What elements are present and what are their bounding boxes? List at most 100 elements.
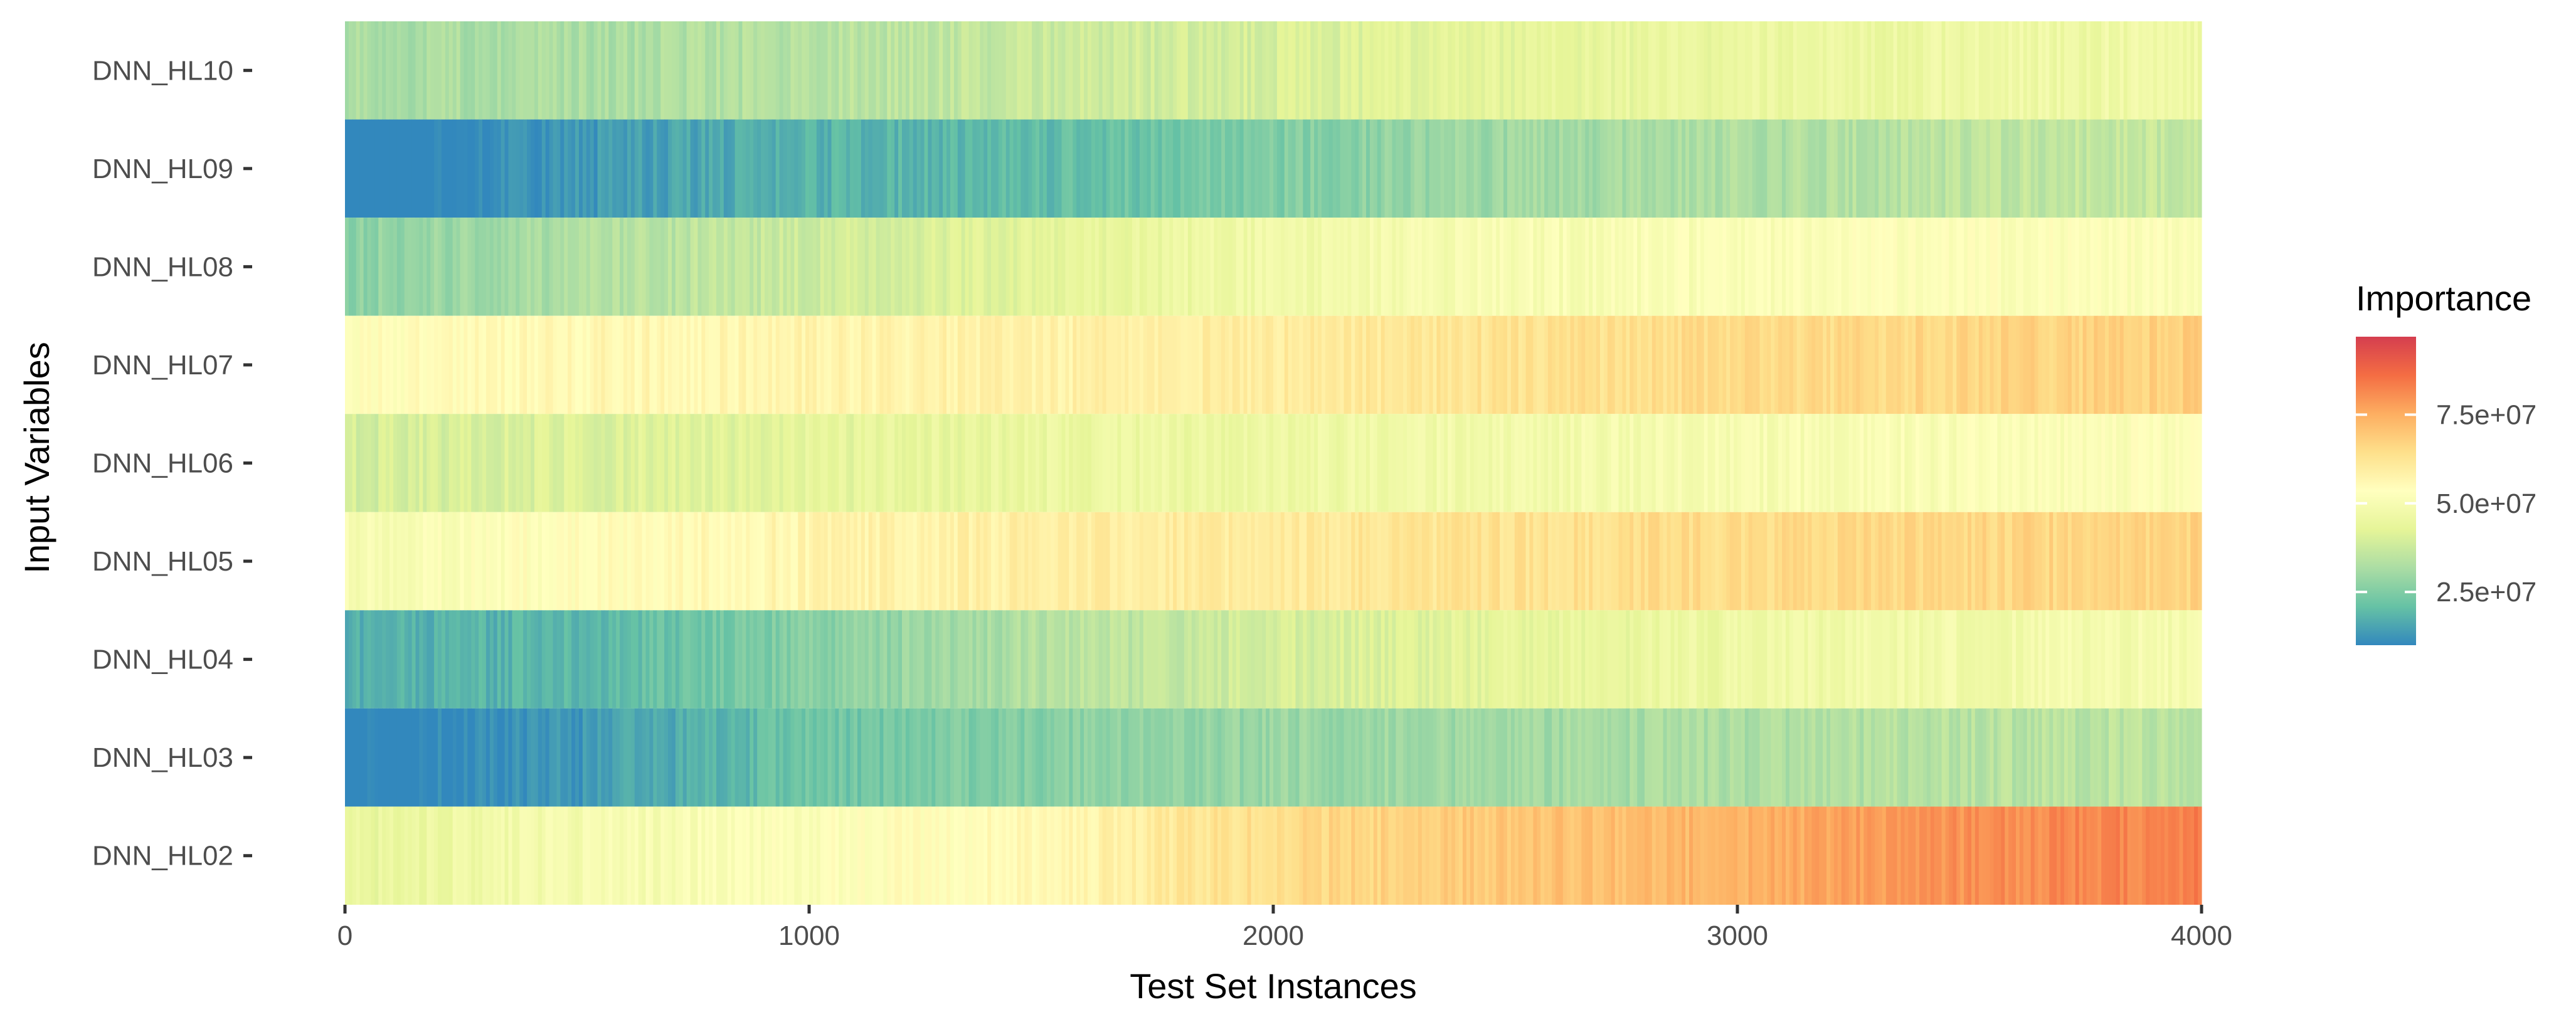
heatmap-tile (434, 315, 438, 414)
heatmap-tile (464, 21, 468, 120)
heatmap-tile (1351, 806, 1355, 905)
heatmap-tile (2030, 119, 2035, 218)
heatmap-tile (1310, 218, 1315, 316)
heatmap-tile (568, 512, 572, 611)
heatmap-tile (2134, 610, 2139, 709)
heatmap-tile (616, 218, 620, 316)
heatmap-tile (627, 315, 632, 414)
heatmap-tile (1953, 708, 1957, 807)
heatmap-tile (1169, 315, 1174, 414)
heatmap-tile (946, 21, 951, 120)
heatmap-tile (1095, 21, 1100, 120)
heatmap-tile (501, 610, 506, 709)
heatmap-tile (1655, 512, 1660, 611)
heatmap-tile (1258, 414, 1263, 512)
heatmap-tile (1682, 119, 1686, 218)
heatmap-tile (961, 315, 966, 414)
heatmap-tile (2060, 315, 2065, 414)
heatmap-tile (1993, 708, 1998, 807)
heatmap-tile (787, 414, 791, 512)
heatmap-tile (827, 218, 832, 316)
heatmap-tile (564, 610, 568, 709)
heatmap-tile (1332, 414, 1337, 512)
heatmap-tile (1243, 218, 1248, 316)
heatmap-tile (390, 119, 394, 218)
heatmap-tile (1510, 119, 1515, 218)
heatmap-tile (1685, 512, 1690, 611)
heatmap-tile (527, 806, 531, 905)
heatmap-tile (1607, 610, 1612, 709)
heatmap-tile (1121, 315, 1125, 414)
heatmap-tile (1796, 119, 1801, 218)
heatmap-tile (378, 708, 383, 807)
heatmap-tile (1711, 119, 1716, 218)
heatmap-tile (363, 610, 368, 709)
heatmap-tile (1722, 21, 1727, 120)
heatmap-tile (620, 414, 624, 512)
heatmap-tile (931, 119, 936, 218)
heatmap-tile (1566, 414, 1571, 512)
heatmap-tile (434, 119, 438, 218)
heatmap-tile (723, 610, 728, 709)
heatmap-tile (1648, 414, 1653, 512)
heatmap-tile (812, 512, 817, 611)
heatmap-tile (1251, 610, 1255, 709)
heatmap-tile (1771, 806, 1775, 905)
heatmap-tile (1009, 708, 1014, 807)
heatmap-tile (1599, 708, 1604, 807)
heatmap-tile (1448, 21, 1452, 120)
heatmap-tile (1804, 512, 1809, 611)
heatmap-tile (1885, 610, 1890, 709)
heatmap-tile (1815, 315, 1820, 414)
heatmap-tile (489, 512, 494, 611)
heatmap-tile (854, 806, 858, 905)
heatmap-tile (1307, 119, 1311, 218)
heatmap-tile (2134, 806, 2139, 905)
heatmap-tile (827, 414, 832, 512)
heatmap-tile (553, 414, 558, 512)
heatmap-tile (1893, 218, 1898, 316)
heatmap-tile (764, 21, 769, 120)
heatmap-tile (1856, 806, 1860, 905)
heatmap-tile (612, 119, 617, 218)
heatmap-tile (649, 315, 654, 414)
heatmap-tile (1344, 708, 1348, 807)
heatmap-tile (653, 414, 657, 512)
heatmap-tile (1017, 610, 1022, 709)
heatmap-tile (2038, 708, 2043, 807)
heatmap-tile (1811, 414, 1816, 512)
heatmap-tile (512, 806, 516, 905)
heatmap-tile (482, 414, 487, 512)
heatmap-tile (1663, 806, 1668, 905)
heatmap-tile (876, 708, 881, 807)
heatmap-tile (1878, 610, 1883, 709)
heatmap-tile (1158, 708, 1162, 807)
heatmap-tile (1407, 119, 1411, 218)
heatmap-tile (2160, 119, 2165, 218)
heatmap-tile (787, 119, 791, 218)
heatmap-tile (1455, 315, 1460, 414)
heatmap-tile (1128, 218, 1133, 316)
heatmap-tile (1214, 119, 1218, 218)
heatmap-tile (1782, 119, 1786, 218)
heatmap-tile (538, 610, 543, 709)
heatmap-tile (1084, 315, 1088, 414)
heatmap-tile (1744, 512, 1749, 611)
heatmap-tile (1303, 512, 1307, 611)
heatmap-tile (1518, 806, 1523, 905)
heatmap-tile (1448, 119, 1452, 218)
heatmap-tile (1184, 610, 1189, 709)
heatmap-tile (1273, 414, 1278, 512)
heatmap-tile (501, 414, 506, 512)
heatmap-tile (2079, 414, 2084, 512)
heatmap-tile (1997, 806, 2001, 905)
heatmap-tile (734, 414, 739, 512)
heatmap-tile (1655, 708, 1660, 807)
heatmap-tile (965, 21, 970, 120)
heatmap-tile (2071, 21, 2076, 120)
heatmap-tile (1819, 414, 1823, 512)
heatmap-tile (1993, 218, 1998, 316)
heatmap-tile (1485, 315, 1489, 414)
heatmap-tile (1811, 806, 1816, 905)
heatmap-tile (1036, 414, 1040, 512)
